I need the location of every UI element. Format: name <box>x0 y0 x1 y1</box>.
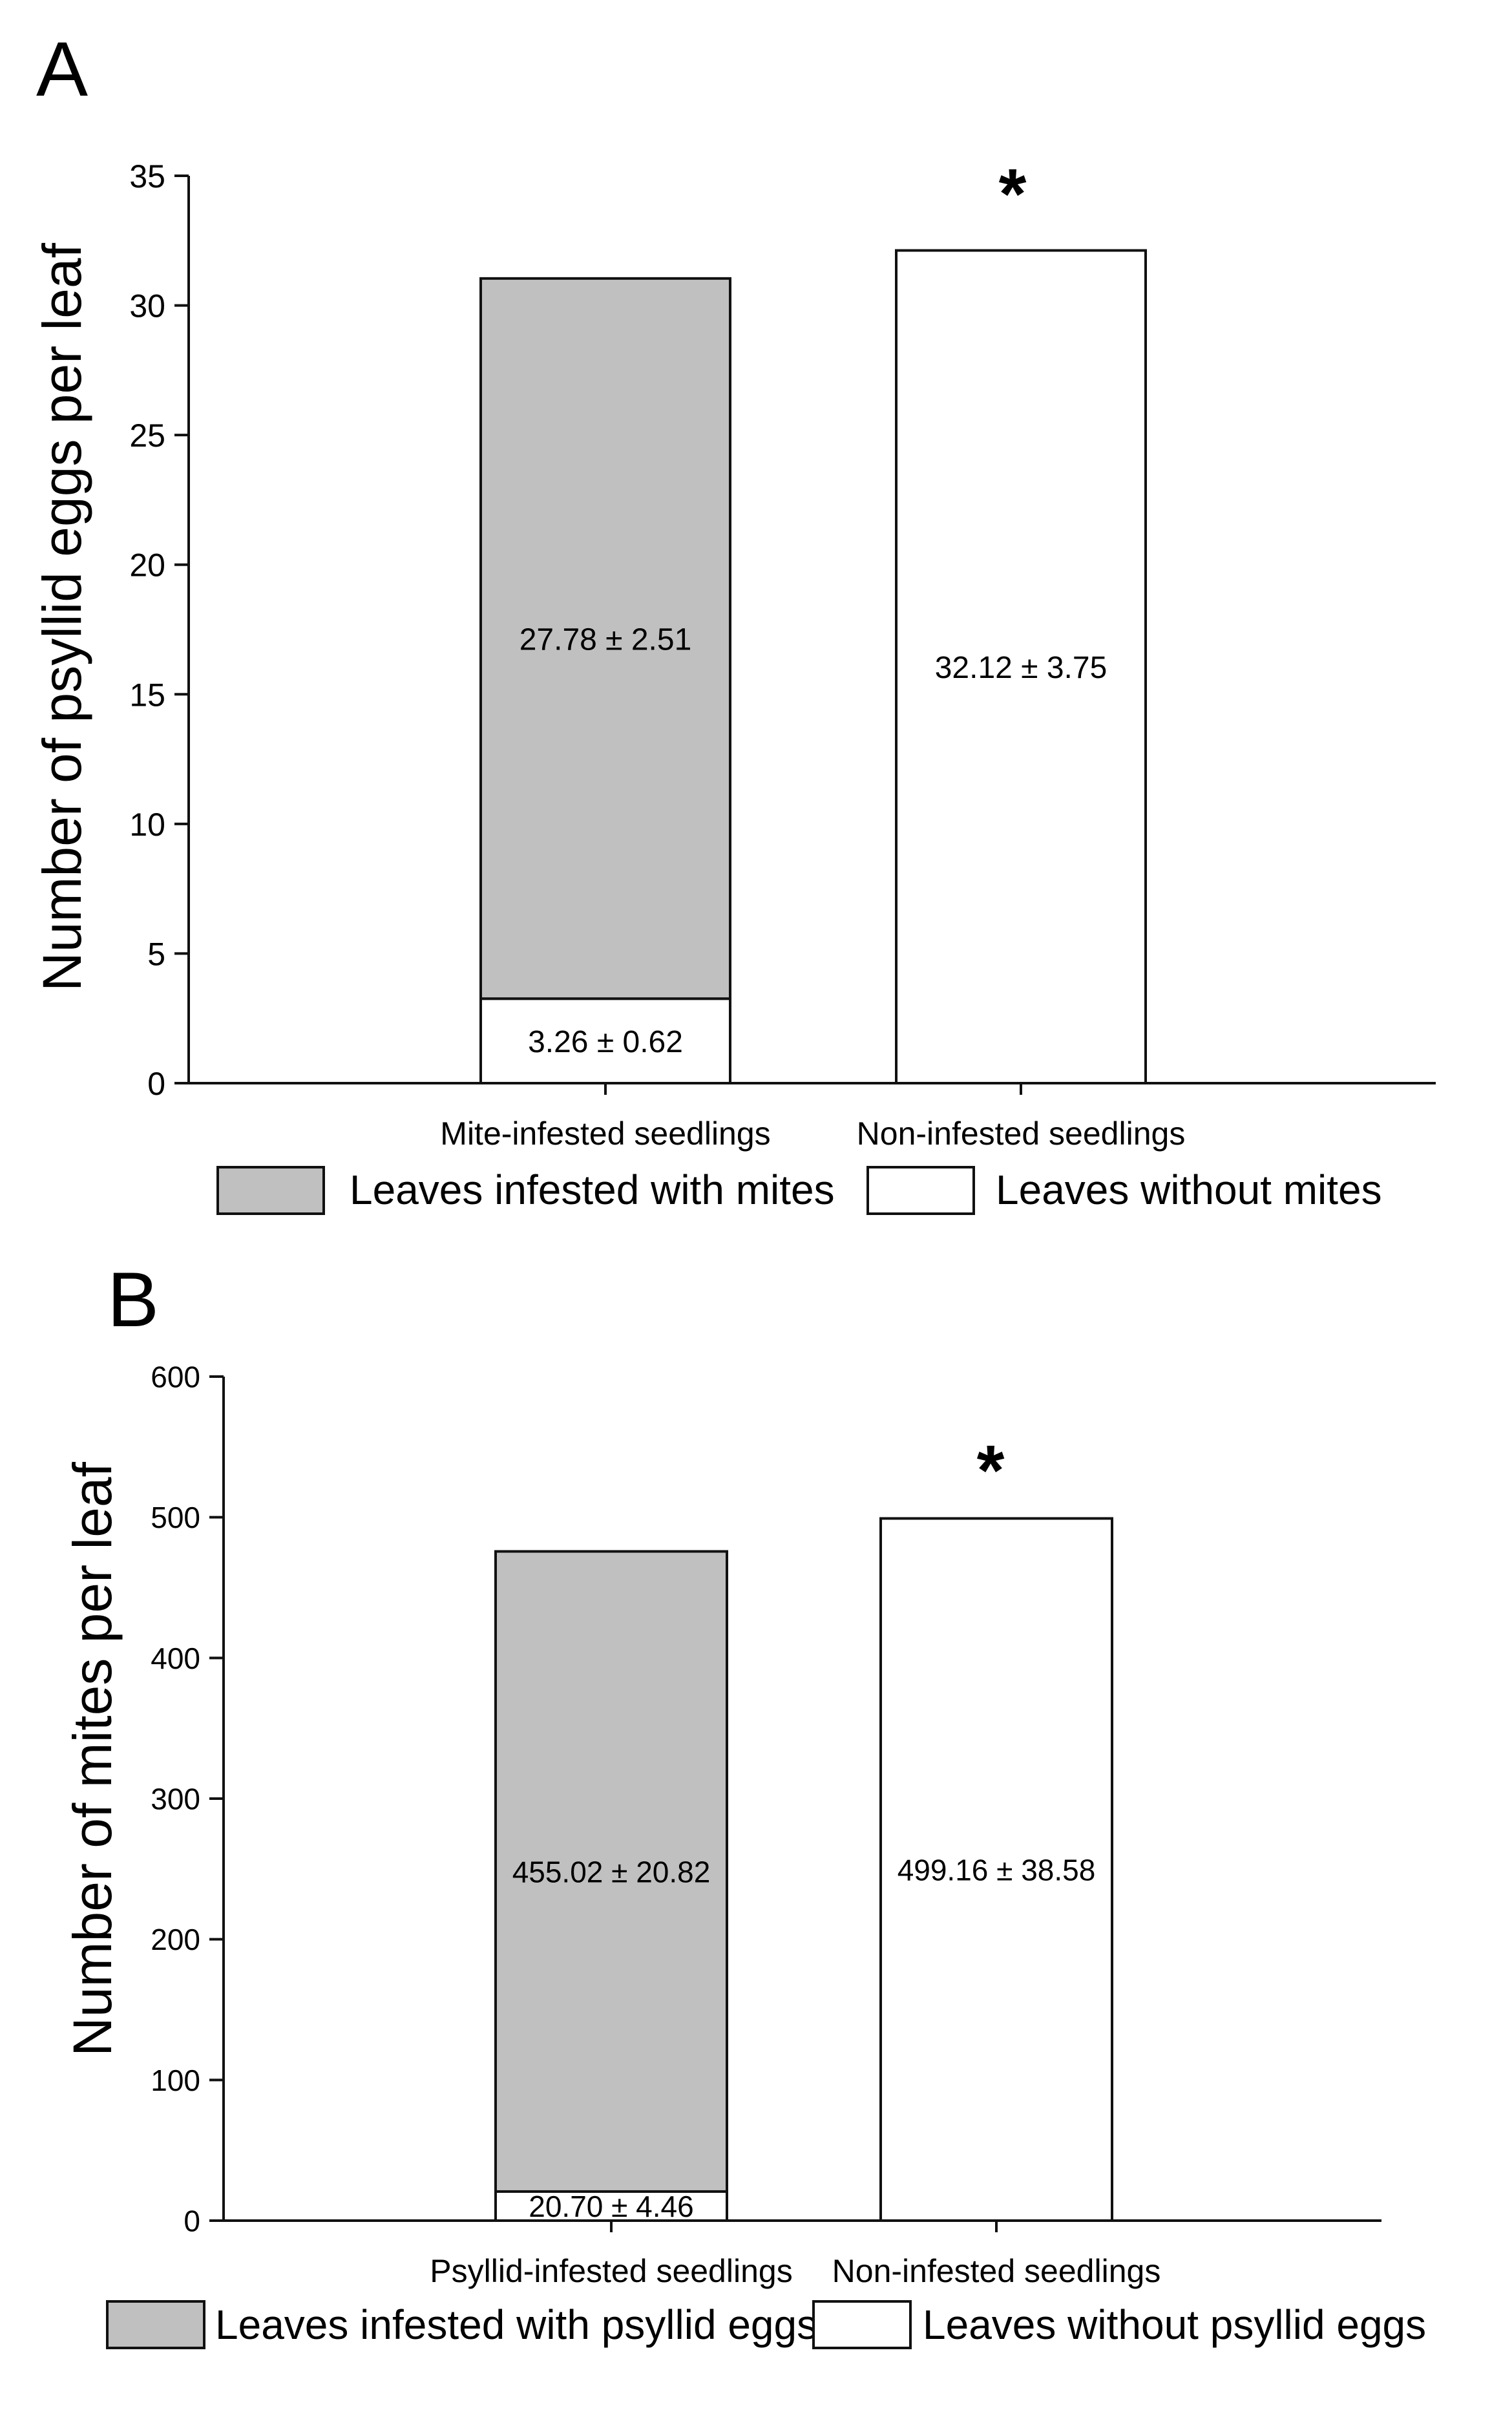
panel-b-legend: Leaves infested with psyllid eggs Leaves… <box>106 2300 1426 2349</box>
panel-a-y-ticks: 0 5 10 15 20 25 30 35 <box>129 158 189 1102</box>
panel-b-y-ticks: 0 100 200 300 400 500 600 <box>151 1360 224 2238</box>
panel-b-bar-segment <box>879 1517 1113 2222</box>
panel-a-legend-label-mites: Leaves infested with mites <box>350 1167 835 1213</box>
panel-b-legend-label-psyllid-eggs: Leaves infested with psyllid eggs <box>215 2301 817 2348</box>
panel-a-label: A <box>36 26 88 112</box>
panel-a-bar-value-label: 27.78 ± 2.51 <box>520 622 692 657</box>
panel-a-bar-value-label: 3.26 ± 0.62 <box>528 1025 683 1059</box>
panel-a-bar-segment <box>479 997 731 1084</box>
panel-b-y-tick-label: 0 <box>184 2204 200 2238</box>
panel-a-legend: Leaves infested with mites Leaves withou… <box>216 1166 1382 1215</box>
panel-b-y-tick-label: 300 <box>151 1782 200 1816</box>
panel-a-y-tick-label: 10 <box>129 807 165 843</box>
panel-b-y-axis-title: Number of mites per leaf <box>62 1461 123 2056</box>
panel-b-bar-value-label: 499.16 ± 38.58 <box>898 1853 1096 1887</box>
panel-b-x-tick-label: Non-infested seedlings <box>832 2253 1161 2289</box>
panel-a-significance-marker: * <box>999 154 1027 234</box>
panel-b-x-tick-label: Psyllid-infested seedlings <box>430 2253 792 2289</box>
panel-b-bar-value-label: 455.02 ± 20.82 <box>512 1855 711 1888</box>
panel-b-y-tick-label: 200 <box>151 1923 200 1956</box>
panel-b-bars <box>494 1517 1113 2223</box>
panel-a-y-tick-label: 25 <box>129 418 165 454</box>
panel-b-segment-labels: 20.70 ± 4.46 455.02 ± 20.82 499.16 ± 38.58 <box>512 1853 1096 2223</box>
panel-b: B Number of mites per leaf 0 100 200 300 400… <box>62 1256 1426 2349</box>
panel-a-x-tick-label: Mite-infested seedlings <box>440 1115 770 1152</box>
panel-b-bar-segment <box>494 1550 728 2193</box>
panel-a-legend-swatch-mites <box>216 1166 325 1215</box>
panel-b-y-tick-label: 600 <box>151 1360 200 1394</box>
panel-b-label: B <box>107 1256 159 1343</box>
panel-b-bar-value-label: 20.70 ± 4.46 <box>529 2190 693 2223</box>
panel-a: A Number of psyllid eggs per leaf 0 5 10 15… <box>32 26 1436 1215</box>
panel-a-legend-label-without-mites: Leaves without mites <box>996 1167 1382 1213</box>
panel-a-y-tick-label: 20 <box>129 547 165 584</box>
panel-a-y-tick-label: 15 <box>129 677 165 713</box>
panel-a-segment-labels: 3.26 ± 0.62 27.78 ± 2.51 32.12 ± 3.75 <box>520 622 1108 1059</box>
panel-a-x-tick-label: Non-infested seedlings <box>857 1115 1186 1152</box>
panel-a-y-tick-label: 30 <box>129 288 165 324</box>
panel-a-y-tick-label: 5 <box>147 936 165 972</box>
panel-a-bar-segment <box>895 249 1147 1084</box>
panel-a-bar-value-label: 32.12 ± 3.75 <box>935 651 1108 685</box>
panel-b-legend-swatch-without-psyllid-eggs <box>812 2300 912 2349</box>
panel-b-significance-marker: * <box>977 1431 1005 1510</box>
panel-a-y-axis-title: Number of psyllid eggs per leaf <box>32 242 92 991</box>
panel-b-legend-swatch-psyllid-eggs <box>106 2300 205 2349</box>
panel-a-bars <box>479 249 1147 1084</box>
panel-b-y-tick-label: 100 <box>151 2064 200 2097</box>
panel-b-y-tick-label: 500 <box>151 1501 200 1534</box>
panel-b-y-tick-label: 400 <box>151 1642 200 1675</box>
panel-a-y-tick-label: 0 <box>147 1066 165 1102</box>
panel-b-legend-label-without-psyllid-eggs: Leaves without psyllid eggs <box>923 2301 1426 2348</box>
panel-a-bar-segment <box>479 277 731 1000</box>
panel-a-legend-swatch-without-mites <box>866 1166 975 1215</box>
panel-a-y-tick-label: 35 <box>129 158 165 195</box>
